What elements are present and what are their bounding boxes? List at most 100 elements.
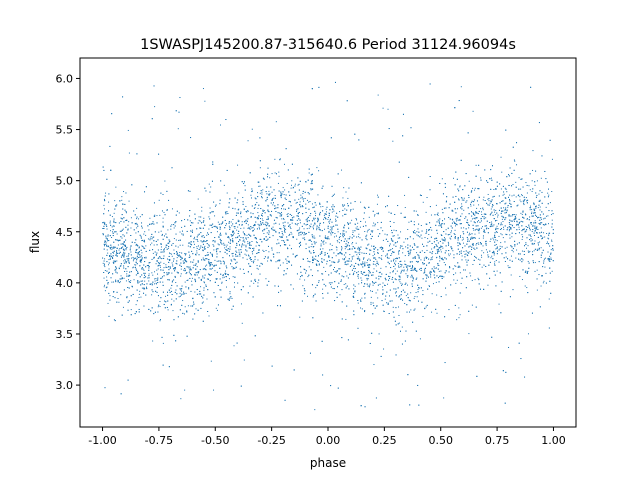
data-point <box>488 200 490 202</box>
data-point <box>520 201 522 203</box>
data-point <box>387 283 389 285</box>
data-point <box>471 243 473 245</box>
data-point <box>155 290 157 292</box>
data-point <box>323 214 325 216</box>
data-point <box>253 228 255 230</box>
data-point <box>536 269 538 271</box>
data-point <box>367 278 369 280</box>
data-point <box>413 297 415 299</box>
data-point <box>370 296 372 298</box>
data-point <box>189 266 191 268</box>
data-point <box>539 214 541 216</box>
data-point <box>470 205 472 207</box>
data-point <box>498 209 500 211</box>
data-point <box>530 207 532 209</box>
data-point <box>141 240 143 242</box>
data-point <box>308 172 310 174</box>
data-point <box>267 238 269 240</box>
data-point <box>189 256 191 258</box>
data-point <box>180 398 182 400</box>
data-point <box>505 207 507 209</box>
data-point <box>194 236 196 238</box>
data-point <box>374 257 376 259</box>
data-point <box>505 256 507 258</box>
data-point <box>346 209 348 211</box>
data-point <box>220 261 222 263</box>
data-point <box>377 253 379 255</box>
data-point <box>177 128 179 130</box>
data-point <box>428 258 430 260</box>
data-point <box>491 221 493 223</box>
data-point <box>240 251 242 253</box>
data-point <box>277 305 279 307</box>
data-point <box>115 205 117 207</box>
data-point <box>540 177 542 179</box>
data-point <box>130 251 132 253</box>
data-point <box>262 177 264 179</box>
data-point <box>225 273 227 275</box>
data-point <box>293 236 295 238</box>
data-point <box>257 259 259 261</box>
data-point <box>155 282 157 284</box>
data-point <box>539 199 541 201</box>
data-point <box>283 203 285 205</box>
data-point <box>356 236 358 238</box>
data-point <box>203 287 205 289</box>
data-point <box>160 261 162 263</box>
data-point <box>167 309 169 311</box>
data-point <box>328 282 330 284</box>
data-point <box>228 225 230 227</box>
data-point <box>215 307 217 309</box>
data-point <box>346 264 348 266</box>
data-point <box>156 215 158 217</box>
data-point <box>285 199 287 201</box>
data-point <box>267 260 269 262</box>
data-point <box>544 170 546 172</box>
data-point <box>157 273 159 275</box>
data-point <box>357 277 359 279</box>
data-point <box>370 290 372 292</box>
data-point <box>338 259 340 261</box>
data-point <box>442 193 444 195</box>
data-point <box>165 264 167 266</box>
data-point <box>309 352 311 354</box>
data-point <box>543 232 545 234</box>
data-point <box>183 293 185 295</box>
data-point <box>296 238 298 240</box>
data-point <box>257 216 259 218</box>
data-point <box>327 237 329 239</box>
data-point <box>140 261 142 263</box>
data-point <box>532 215 534 217</box>
data-point <box>329 232 331 234</box>
data-point <box>493 189 495 191</box>
data-point <box>266 232 268 234</box>
data-point <box>237 164 239 166</box>
data-point <box>420 267 422 269</box>
data-point <box>545 272 547 274</box>
data-point <box>300 194 302 196</box>
data-point <box>288 225 290 227</box>
data-point <box>413 224 415 226</box>
data-point <box>196 250 198 252</box>
data-point <box>475 212 477 214</box>
data-point <box>434 267 436 269</box>
data-point <box>548 327 550 329</box>
data-point <box>436 232 438 234</box>
data-point <box>551 219 553 221</box>
data-point <box>225 249 227 251</box>
data-point <box>469 272 471 274</box>
data-point <box>238 235 240 237</box>
data-point <box>182 260 184 262</box>
data-point <box>371 245 373 247</box>
data-point <box>124 209 126 211</box>
data-point <box>395 260 397 262</box>
data-point <box>355 242 357 244</box>
data-point <box>444 316 446 318</box>
data-point <box>144 231 146 233</box>
data-point <box>169 266 171 268</box>
data-point <box>532 262 534 264</box>
data-point <box>541 222 543 224</box>
data-point <box>371 290 373 292</box>
data-point <box>422 315 424 317</box>
data-point <box>415 292 417 294</box>
